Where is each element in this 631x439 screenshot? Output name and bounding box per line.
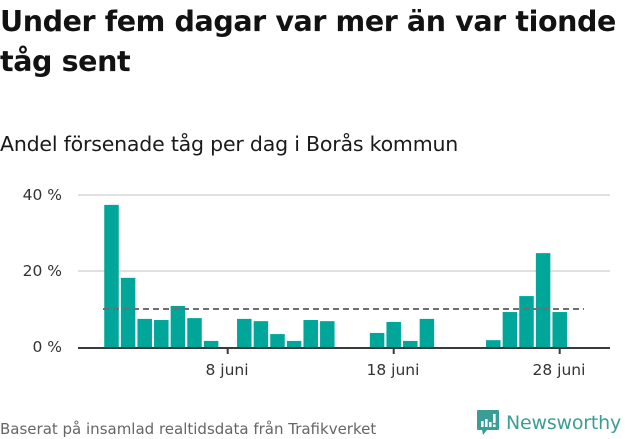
newsworthy-logo: Newsworthy bbox=[476, 409, 621, 437]
bar bbox=[552, 312, 567, 347]
bar bbox=[369, 332, 385, 347]
plot-area bbox=[78, 194, 610, 354]
x-tick-label-8-juni: 8 juni bbox=[205, 361, 249, 379]
bar bbox=[386, 321, 401, 347]
y-tick-label-40: 40 % bbox=[22, 186, 62, 204]
bar bbox=[187, 318, 202, 347]
bar bbox=[237, 318, 252, 347]
bar bbox=[154, 320, 169, 347]
bar bbox=[286, 340, 302, 347]
y-tick-label-20: 20 % bbox=[22, 262, 62, 280]
bar bbox=[270, 334, 285, 347]
bar-chart: 40 % 20 % 0 % 8 juni 18 juni 28 juni bbox=[22, 186, 610, 379]
chart-title: Under fem dagar var mer än var tionde tå… bbox=[0, 5, 616, 78]
bar bbox=[403, 340, 418, 347]
bar bbox=[502, 312, 518, 347]
bar bbox=[535, 253, 551, 347]
bar bbox=[104, 204, 119, 347]
bar bbox=[486, 340, 501, 347]
bar bbox=[170, 305, 186, 347]
bar bbox=[303, 320, 318, 347]
x-tick-label-18-juni: 18 juni bbox=[366, 361, 420, 379]
chart-subtitle: Andel försenade tåg per dag i Borås komm… bbox=[0, 132, 459, 156]
bar bbox=[419, 318, 435, 347]
bar bbox=[253, 321, 269, 347]
x-tick-label-28-juni: 28 juni bbox=[532, 361, 586, 379]
bar bbox=[519, 296, 534, 347]
brand-name: Newsworthy bbox=[506, 412, 622, 434]
bar bbox=[137, 318, 152, 347]
newsworthy-logo-icon bbox=[477, 410, 499, 435]
y-tick-label-0: 0 % bbox=[32, 338, 62, 356]
bar bbox=[120, 277, 136, 347]
bar bbox=[320, 321, 335, 347]
source-note: Baserat på insamlad realtidsdata från Tr… bbox=[0, 420, 377, 438]
bar bbox=[203, 340, 219, 347]
